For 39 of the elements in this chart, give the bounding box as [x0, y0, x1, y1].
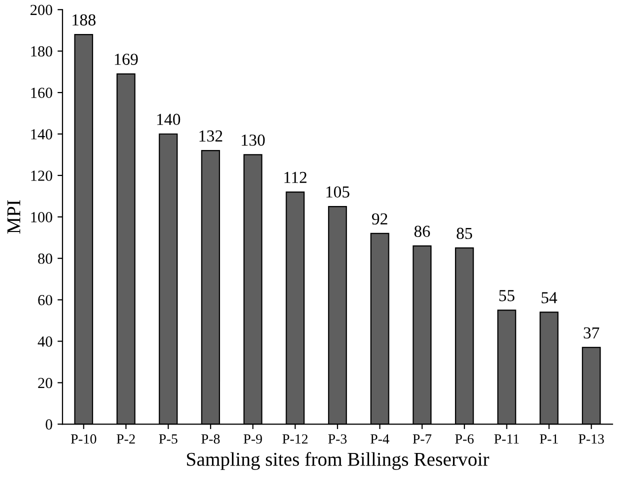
- x-tick-label: P-2: [116, 434, 135, 444]
- data-label: 130: [242, 134, 265, 146]
- x-tick-label: P-6: [455, 434, 474, 444]
- x-tick-label: P-5: [159, 434, 178, 444]
- y-tick-label: 160: [31, 88, 52, 98]
- x-tick-label: P-1: [540, 434, 558, 444]
- x-tick-label: P-7: [412, 434, 432, 444]
- data-label: 188: [72, 14, 96, 26]
- data-label: 85: [456, 228, 472, 240]
- data-label: 105: [326, 186, 350, 198]
- x-tick-label: P-8: [201, 434, 220, 444]
- y-tick-label: 20: [38, 378, 52, 388]
- x-tick-label: P-12: [282, 434, 308, 444]
- data-label: 92: [372, 213, 388, 225]
- x-tick-label: P-3: [328, 434, 347, 444]
- data-label: 169: [114, 54, 138, 65]
- x-tick-label: P-9: [244, 434, 262, 444]
- y-tick-label: 140: [31, 129, 52, 140]
- data-label: 55: [499, 290, 514, 302]
- y-tick-label: 40: [38, 336, 52, 347]
- data-label: 112: [284, 172, 306, 183]
- y-tick-label: 0: [46, 419, 52, 430]
- x-tick-label: P-13: [578, 434, 604, 444]
- x-tick-label: P-4: [370, 434, 390, 444]
- x-tick-label: P-11: [494, 434, 519, 444]
- y-tick-label: 100: [31, 212, 52, 222]
- data-label: 140: [157, 114, 180, 126]
- y-axis-title: MPI: [7, 200, 20, 234]
- y-tick-label: 120: [31, 170, 52, 181]
- data-label: 54: [542, 292, 558, 304]
- x-tick-label: P-10: [70, 434, 96, 444]
- data-label: 132: [200, 130, 222, 142]
- data-label: 37: [584, 327, 600, 339]
- y-tick-label: 80: [38, 253, 52, 264]
- y-tick-label: 200: [30, 4, 52, 16]
- data-label: 86: [414, 226, 430, 237]
- y-tick-label: 60: [38, 294, 52, 306]
- x-axis-title: Sampling sites from Billings Reservoir: [187, 452, 490, 470]
- y-tick-label: 180: [31, 46, 52, 57]
